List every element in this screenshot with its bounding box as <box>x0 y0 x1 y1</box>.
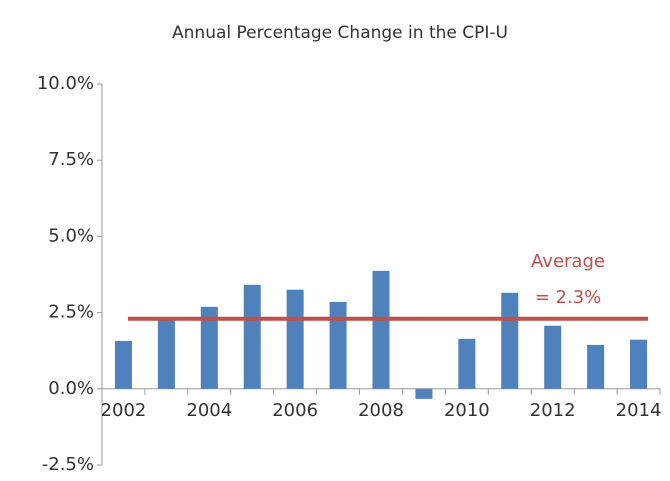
bar <box>501 292 519 389</box>
bar <box>286 289 304 389</box>
average-label: = 2.3% <box>535 287 602 308</box>
x-tick-label: 2012 <box>530 400 576 421</box>
y-tick-label: 10.0% <box>37 73 94 94</box>
y-tick-label: -2.5% <box>42 454 94 475</box>
bar <box>200 306 218 389</box>
bar <box>243 284 261 389</box>
x-tick-label: 2008 <box>358 400 404 421</box>
bar <box>458 338 476 389</box>
bar <box>372 270 390 389</box>
bar <box>329 301 347 389</box>
bar <box>157 317 175 389</box>
y-tick-label: 0.0% <box>48 378 94 399</box>
x-tick-label: 2004 <box>186 400 232 421</box>
x-tick-label: 2014 <box>616 400 662 421</box>
average-label: Average <box>531 251 605 272</box>
bar <box>587 344 605 389</box>
y-tick-label: 5.0% <box>48 225 94 246</box>
bar <box>415 388 433 399</box>
chart-title: Annual Percentage Change in the CPI-U <box>172 23 508 43</box>
x-tick-label: 2010 <box>444 400 490 421</box>
bar <box>114 340 132 389</box>
y-tick-label: 7.5% <box>48 149 94 170</box>
bar <box>630 339 648 389</box>
bar <box>544 325 562 389</box>
x-tick-label: 2002 <box>101 400 147 421</box>
y-tick-label: 2.5% <box>48 302 94 323</box>
x-tick-label: 2006 <box>272 400 318 421</box>
